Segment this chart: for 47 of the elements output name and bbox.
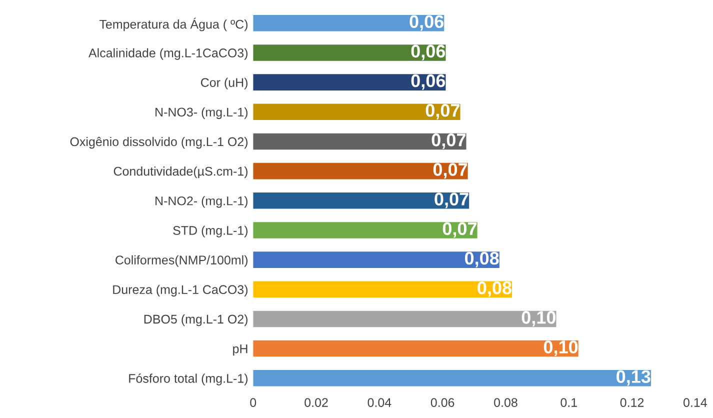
data-label: 0,08 [478, 281, 512, 297]
x-tick-label: 0.06 [430, 398, 454, 407]
bar [253, 192, 470, 209]
y-tick-label: Temperatura da Água ( ºC) [99, 18, 248, 32]
x-tick-label: 0.1 [560, 398, 577, 407]
data-label: 0,07 [442, 222, 477, 238]
y-tick-label: Fósforo total (mg.L-1) [129, 374, 248, 386]
data-label: 0,07 [433, 163, 468, 179]
bar [253, 370, 651, 386]
x-tick-label: 0.02 [304, 398, 328, 407]
y-tick-label: Dureza (mg.L-1 CaCO3) [113, 284, 248, 297]
bar [253, 74, 446, 90]
y-tick-label: N-NO2- (mg.L-1) [156, 196, 248, 208]
bar [253, 281, 512, 298]
y-tick-label: Condutividade(µS.cm-1) [114, 166, 248, 178]
x-tick-label: 0.04 [368, 398, 392, 407]
x-tick-label: 0.12 [620, 398, 644, 407]
data-label: 0,07 [432, 134, 466, 149]
bar [253, 162, 468, 180]
y-tick-label: pH [233, 344, 248, 356]
data-label: 0,07 [426, 104, 460, 120]
data-label: 0,06 [411, 74, 446, 90]
bar [253, 340, 578, 357]
x-tick-label: 0 [250, 398, 256, 407]
bar [253, 104, 460, 120]
y-tick-label: Alcalinidade (mg.L-1CaCO3) [88, 48, 248, 60]
data-label: 0,07 [434, 192, 468, 208]
x-tick-label: 0.14 [684, 398, 707, 407]
y-tick-label: Coliformes(NMP/100ml) [116, 255, 248, 267]
y-tick-label: DBO5 (mg.L-1 O2) [144, 314, 248, 326]
bar [253, 133, 466, 150]
data-label: 0,08 [464, 252, 499, 268]
data-label: 0,06 [411, 44, 446, 60]
y-tick-label: STD (mg.L-1) [173, 226, 248, 238]
bar [253, 310, 556, 328]
y-tick-label: Cor (uH) [200, 78, 248, 90]
data-label: 0,13 [616, 370, 650, 386]
data-label: 0,10 [544, 340, 578, 356]
y-tick-label: N-NO3- (mg.L-1) [156, 107, 248, 120]
bar [253, 44, 446, 61]
data-label: 0,06 [410, 15, 444, 31]
data-label: 0,10 [522, 311, 556, 326]
bar [253, 222, 478, 238]
x-tick-label: 0.08 [494, 398, 518, 407]
bar [253, 15, 444, 32]
bar [253, 252, 500, 268]
y-tick-label: Oxigênio dissolvido (mg.L-1 O2) [70, 136, 248, 149]
